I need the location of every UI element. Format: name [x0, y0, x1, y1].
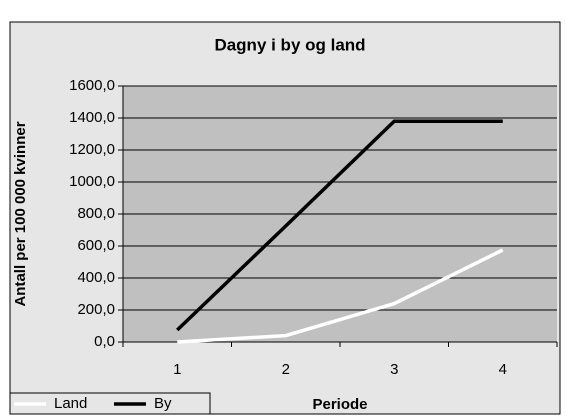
x-tick-label: 2 — [282, 361, 290, 378]
x-tick-label: 1 — [173, 361, 181, 378]
x-axis-title: Periode — [312, 396, 367, 413]
y-tick-label: 600,0 — [77, 237, 115, 254]
x-tick-label: 4 — [499, 361, 507, 378]
data-line — [176, 119, 503, 332]
chart-title: Dagny i by og land — [214, 35, 365, 54]
y-tick-label: 1000,0 — [69, 173, 115, 190]
y-tick-label: 1200,0 — [69, 141, 115, 158]
data-line — [177, 248, 504, 344]
y-tick-label: 1600,0 — [69, 77, 115, 94]
x-tick-label: 3 — [390, 361, 398, 378]
y-tick-label: 200,0 — [77, 301, 115, 318]
y-tick-label: 0,0 — [94, 333, 115, 350]
legend-label: Land — [54, 395, 87, 412]
y-tick-label: 400,0 — [77, 269, 115, 286]
y-tick-label: 800,0 — [77, 205, 115, 222]
legend-label: By — [154, 395, 172, 412]
y-tick-label: 1400,0 — [69, 109, 115, 126]
y-axis-title: Antall per 100 000 kvinner — [12, 121, 29, 306]
legend-box — [9, 392, 211, 415]
